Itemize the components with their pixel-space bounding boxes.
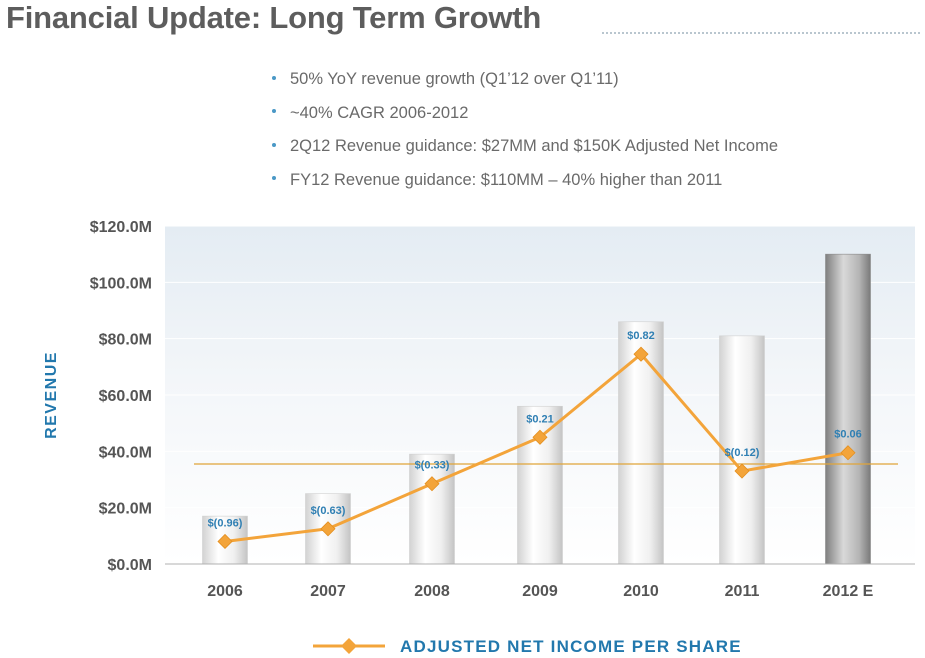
y-tick-label: $120.0M <box>90 219 152 236</box>
net-income-marker <box>424 476 440 492</box>
y-tick-label: $100.0M <box>90 275 152 292</box>
bar-2012-e <box>825 253 871 565</box>
bullet-dot <box>272 142 276 147</box>
data-label: $(0.12) <box>725 447 760 459</box>
data-label: $0.82 <box>627 330 655 342</box>
bar-2011 <box>719 335 765 565</box>
net-income-marker <box>734 463 750 479</box>
y-axis-ticks: $0.0M $20.0M $40.0M $60.0M $80.0M $100.0M $120… <box>90 219 152 574</box>
x-tick-label: 2012 E <box>823 583 874 600</box>
line-series: $(0.96) $(0.63) $(0.33) $0.21 $0.82 $(0.12) $0… <box>208 330 862 550</box>
bullet-text: FY12 Revenue guidance: $110MM – 40% high… <box>290 170 723 189</box>
x-axis-ticks: 2006 2007 2008 2009 2010 2011 2012 E <box>207 583 873 600</box>
x-tick-label: 2006 <box>207 583 243 600</box>
bullet-item: FY12 Revenue guidance: $110MM – 40% high… <box>272 167 778 201</box>
legend: ADJUSTED NET INCOME PER SHARE <box>313 637 742 656</box>
net-income-marker <box>217 533 233 550</box>
bullet-list: 50% YoY revenue growth (Q1’12 over Q1’11… <box>272 66 778 200</box>
net-income-marker <box>840 445 856 461</box>
bullet-dot <box>272 75 276 80</box>
x-tick-label: 2007 <box>310 583 346 600</box>
net-income-marker <box>633 346 649 362</box>
bullet-dot <box>272 176 276 181</box>
y-tick-label: $40.0M <box>99 444 152 461</box>
data-label: $0.21 <box>526 413 554 425</box>
y-tick-label: $60.0M <box>99 388 152 405</box>
data-label: $(0.33) <box>415 460 450 472</box>
x-tick-label: 2009 <box>522 583 558 600</box>
y-tick-label: $80.0M <box>99 332 152 349</box>
bullet-item: 2Q12 Revenue guidance: $27MM and $150K A… <box>272 133 778 167</box>
page-title: Financial Update: Long Term Growth <box>6 0 542 35</box>
bullet-text: 50% YoY revenue growth (Q1’12 over Q1’11… <box>290 70 619 88</box>
data-label: $(0.96) <box>208 517 243 529</box>
bullet-text: ~40% CAGR 2006-2012 <box>290 103 469 122</box>
bullet-text: 2Q12 Revenue guidance: $27MM and $150K A… <box>290 137 778 155</box>
y-tick-label: $0.0M <box>108 557 152 574</box>
legend-label: ADJUSTED NET INCOME PER SHARE <box>400 637 742 656</box>
data-label: $0.06 <box>834 429 862 441</box>
x-tick-label: 2008 <box>414 583 450 600</box>
y-axis-label: REVENUE <box>43 351 60 439</box>
x-tick-label: 2011 <box>725 583 760 600</box>
bar-2008 <box>409 453 455 565</box>
y-tick-label: $20.0M <box>99 501 152 518</box>
legend-diamond-icon <box>341 638 357 654</box>
title-divider <box>602 32 920 34</box>
x-tick-label: 2010 <box>623 583 659 600</box>
bullet-item: ~40% CAGR 2006-2012 <box>272 100 778 134</box>
net-income-marker <box>532 429 548 445</box>
net-income-marker <box>320 521 336 537</box>
bullet-dot <box>272 109 276 114</box>
bar-2010 <box>618 321 664 565</box>
data-label: $(0.63) <box>311 505 346 517</box>
bullet-item: 50% YoY revenue growth (Q1’12 over Q1’11… <box>272 66 778 100</box>
